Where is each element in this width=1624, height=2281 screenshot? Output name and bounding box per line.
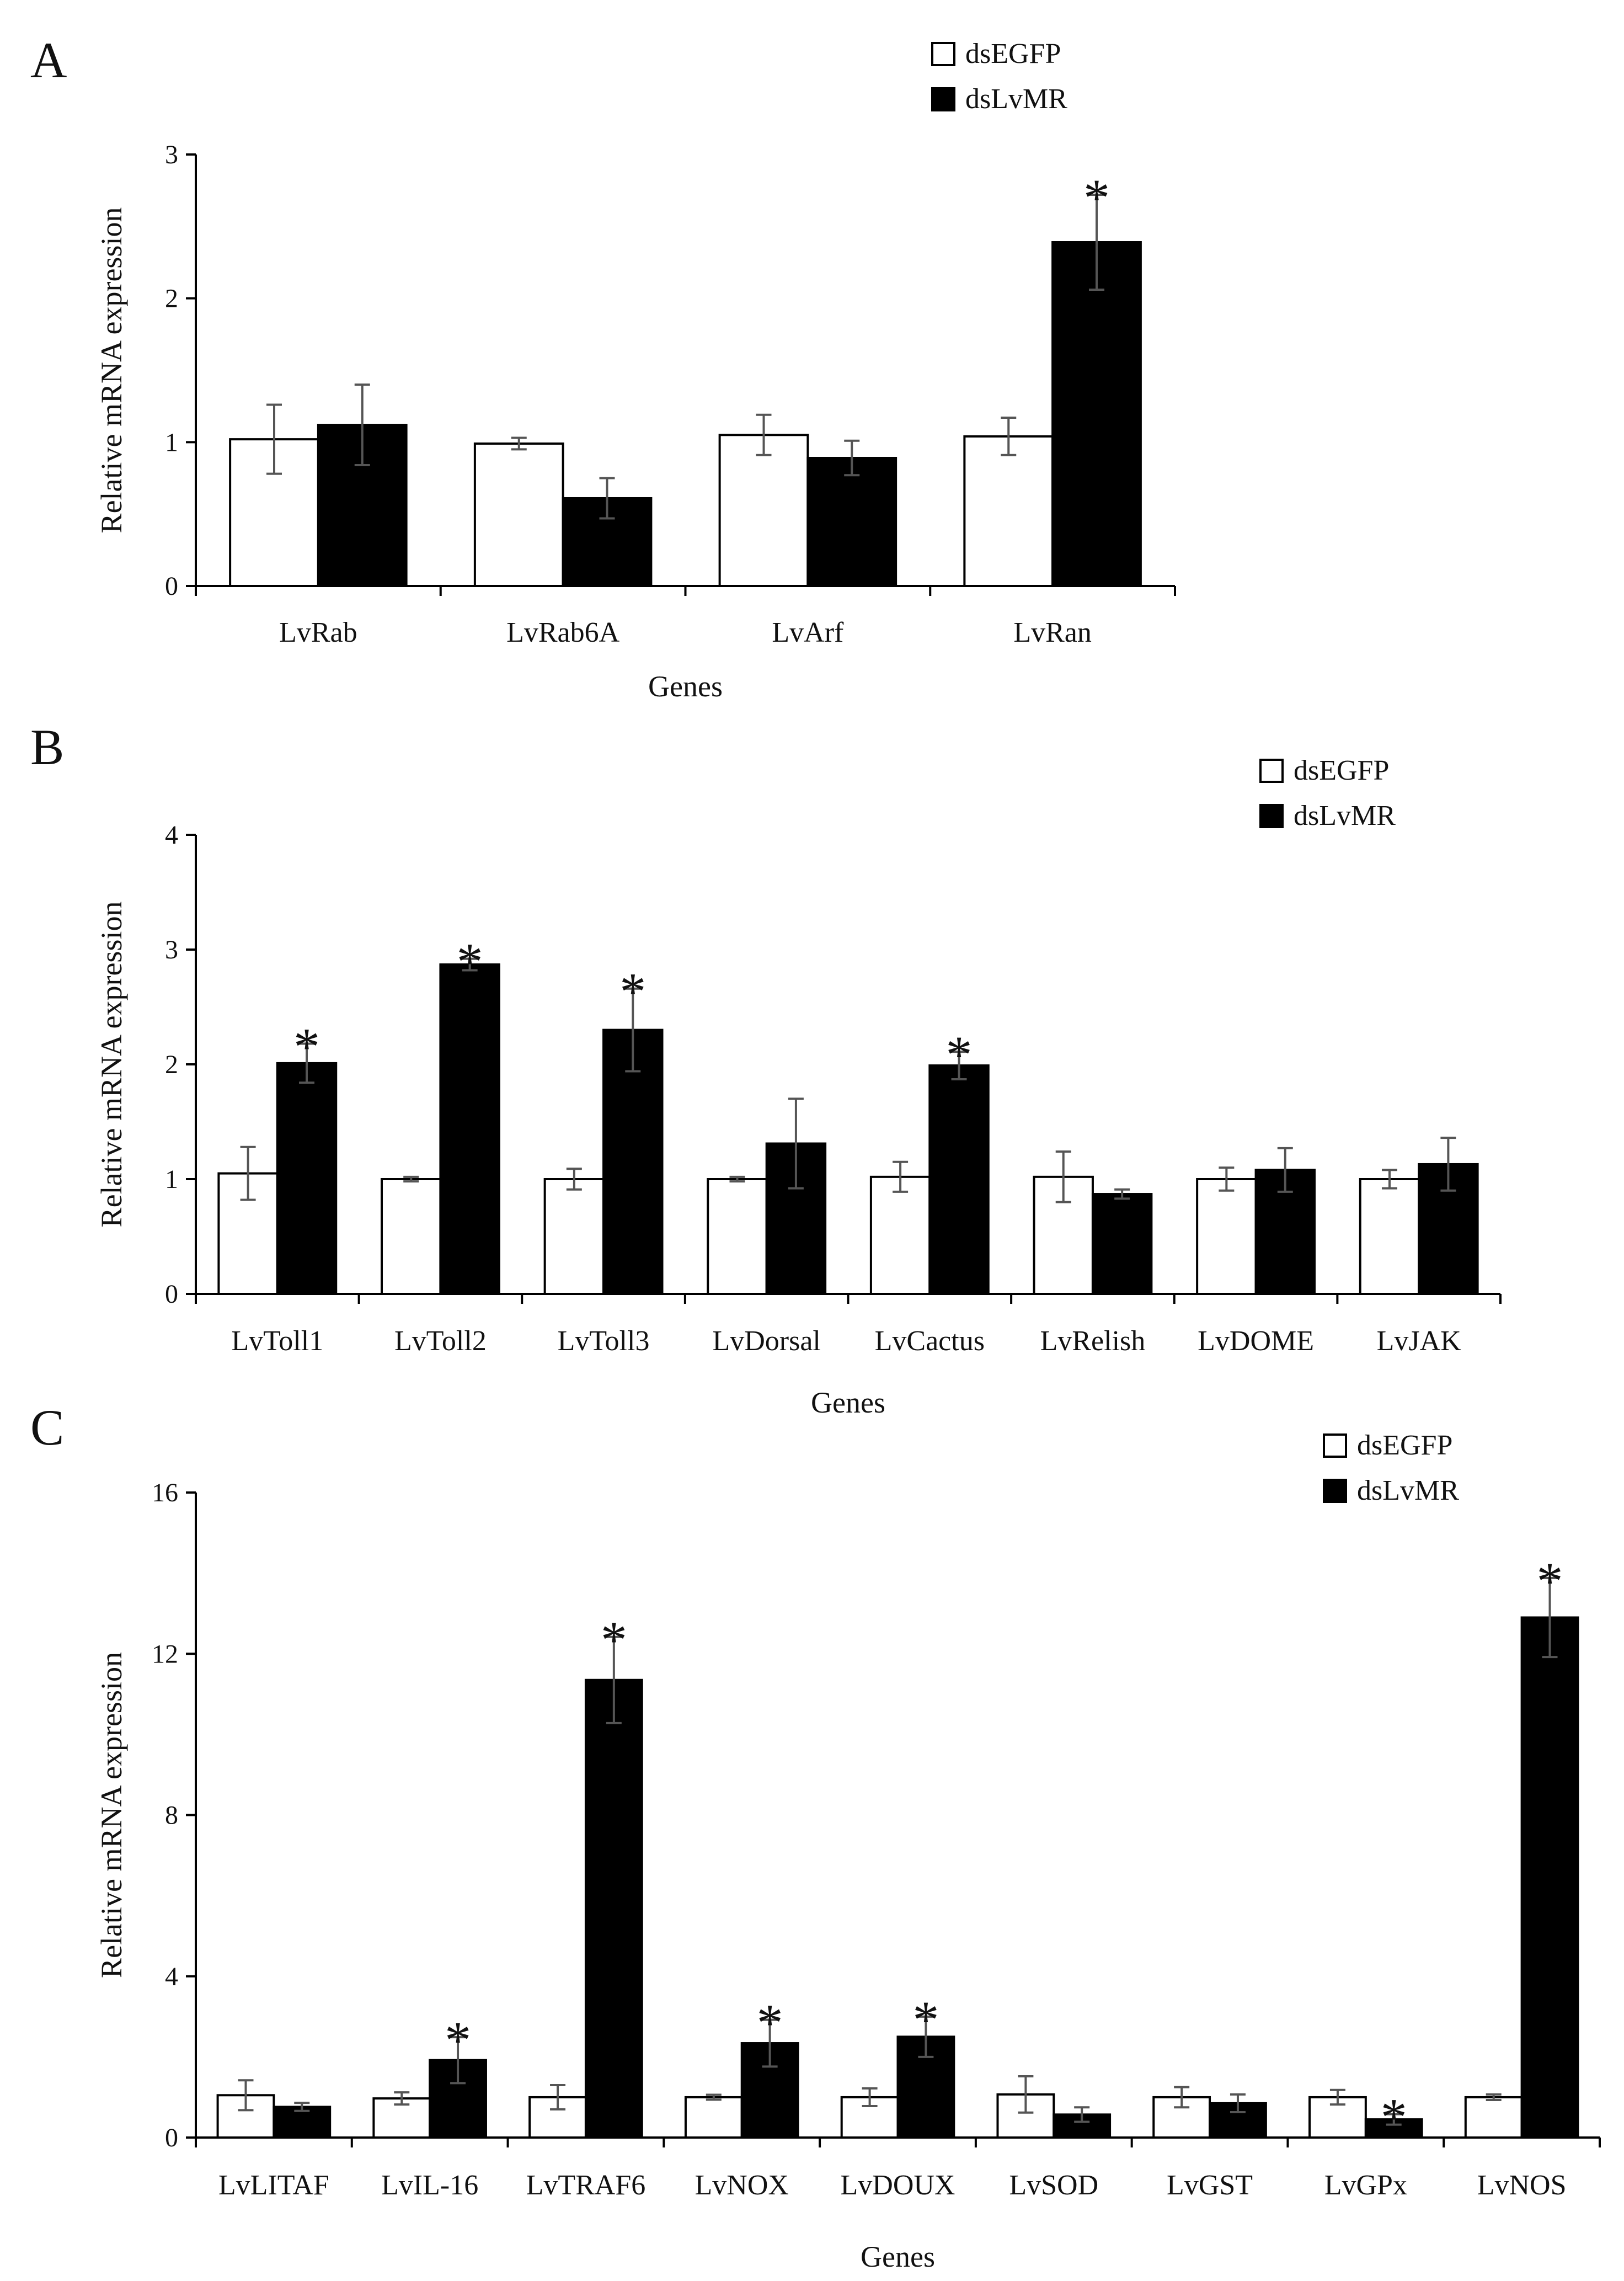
y-tick-label: 0	[165, 572, 178, 601]
legend-swatch-dsegfp	[931, 42, 955, 66]
bar-dsegfp-lvtoll3	[543, 1178, 605, 1295]
y-axis-title: Relative mRNA expression	[95, 1652, 128, 1978]
bar-dsegfp-lvran	[963, 435, 1054, 587]
y-tick-label: 2	[165, 1050, 178, 1079]
x-tick-label: LvLITAF	[218, 2170, 329, 2201]
legend-swatch-dslvmr	[1259, 804, 1284, 828]
bar-dsegfp-lvrab6a	[473, 442, 564, 587]
legend-label-dslvmr: dsLvMR	[1294, 800, 1396, 832]
bar-dsegfp-lvdorsal	[707, 1178, 768, 1295]
legend-swatch-dslvmr	[931, 87, 955, 111]
y-tick-label: 12	[152, 1639, 178, 1669]
significance-star: *	[601, 1611, 627, 1670]
x-tick-label: LvArf	[772, 617, 844, 648]
significance-star: *	[1537, 1552, 1563, 1611]
bar-dslvmr-lvrelish	[1091, 1193, 1153, 1296]
x-tick-label: LvSOD	[1009, 2170, 1098, 2201]
legend-swatch-dsegfp	[1259, 759, 1284, 783]
legend-swatch-dsegfp	[1323, 1433, 1347, 1458]
significance-star: *	[457, 932, 483, 992]
significance-star: *	[293, 1017, 320, 1076]
x-tick-label: LvNOX	[695, 2170, 789, 2201]
bar-dsegfp-lvcactus	[869, 1175, 931, 1296]
y-tick-label: 1	[165, 428, 178, 457]
y-tick-label: 4	[165, 820, 178, 850]
panel-letter: B	[30, 719, 64, 775]
significance-star: *	[1381, 2088, 1407, 2147]
panel-letter: C	[30, 1399, 64, 1456]
y-tick-label: 0	[165, 2123, 178, 2152]
legend-label-dslvmr: dsLvMR	[965, 83, 1067, 115]
x-tick-label: LvTRAF6	[526, 2170, 646, 2201]
bar-dsegfp-lvnox	[684, 2096, 743, 2139]
bar-dsegfp-lvdome	[1196, 1178, 1257, 1295]
y-tick-label: 2	[165, 284, 178, 313]
y-tick-label: 3	[165, 935, 178, 964]
significance-star: *	[1083, 168, 1110, 227]
y-axis-title: Relative mRNA expression	[95, 902, 128, 1228]
bar-dsegfp-lvarf	[718, 434, 809, 587]
bar-dslvmr-lvarf	[806, 457, 898, 587]
x-tick-label: LvRab	[279, 617, 357, 648]
x-tick-label: LvRab6A	[506, 617, 620, 648]
significance-star: *	[445, 2011, 471, 2070]
legend-label-dsegfp: dsEGFP	[1294, 755, 1389, 786]
bar-dslvmr-lvcactus	[928, 1064, 990, 1295]
x-tick-label: LvDOME	[1198, 1325, 1314, 1357]
legend-label-dsegfp: dsEGFP	[965, 38, 1061, 70]
bar-dslvmr-lvtoll3	[602, 1028, 664, 1295]
x-tick-label: LvToll2	[394, 1325, 487, 1357]
bar-dsegfp-lvjak	[1359, 1178, 1420, 1295]
bar-dslvmr-lvlitaf	[273, 2106, 332, 2139]
panel-letter: A	[30, 32, 67, 88]
legend-label-dsegfp: dsEGFP	[1357, 1430, 1452, 1461]
bar-dslvmr-lvran	[1051, 241, 1142, 587]
x-axis-title: Genes	[648, 670, 723, 703]
x-tick-label: LvIL-16	[381, 2170, 478, 2201]
legend-swatch-dslvmr	[1323, 1479, 1347, 1503]
legend: dsEGFP dsLvMR	[1259, 755, 1396, 832]
bar-dslvmr-lvtoll1	[276, 1062, 338, 1296]
x-axis-title: Genes	[811, 1386, 885, 1419]
legend-label-dslvmr: dsLvMR	[1357, 1475, 1459, 1506]
y-tick-label: 8	[165, 1801, 178, 1830]
panel-a: A 0 1 2 3 Relative mRNA expression LvRab LvRab6…	[30, 32, 1176, 703]
x-tick-label: LvToll1	[231, 1325, 323, 1357]
bar-dsegfp-lvtoll2	[381, 1178, 442, 1295]
x-axis-title: Genes	[861, 2240, 935, 2273]
x-tick-label: LvToll3	[558, 1325, 650, 1357]
y-tick-label: 0	[165, 1280, 178, 1309]
x-tick-label: LvNOS	[1477, 2170, 1567, 2201]
significance-star: *	[757, 1994, 783, 2053]
panel-b: B 0 1 2 3 4 Relative mRNA expression * LvToll1 * L…	[30, 719, 1502, 1419]
significance-star: *	[946, 1025, 973, 1084]
bar-dslvmr-lvnos	[1520, 1616, 1579, 2139]
y-axis-title: Relative mRNA expression	[95, 207, 128, 534]
bar-dslvmr-lvtoll2	[439, 963, 500, 1296]
x-tick-label: LvCactus	[875, 1325, 985, 1357]
significance-star: *	[912, 1990, 939, 2049]
legend: dsEGFP dsLvMR	[931, 38, 1067, 115]
legend: dsEGFP dsLvMR	[1323, 1430, 1459, 1506]
panel-c: C 0 4 8 12 16 Relative mRNA expression LvLITAF *…	[30, 1399, 1601, 2273]
x-tick-label: LvGPx	[1324, 2170, 1407, 2201]
x-tick-label: LvRelish	[1040, 1325, 1146, 1357]
x-tick-label: LvRan	[1013, 617, 1092, 648]
x-tick-label: LvGST	[1167, 2170, 1253, 2201]
bar-dslvmr-lvtraf6	[584, 1678, 643, 2139]
y-tick-label: 3	[165, 140, 178, 169]
bar-dsegfp-lvnos	[1464, 2096, 1523, 2139]
x-tick-label: LvJAK	[1377, 1325, 1462, 1357]
y-tick-label: 16	[152, 1478, 178, 1507]
x-tick-label: LvDOUX	[841, 2170, 955, 2201]
y-tick-label: 1	[165, 1165, 178, 1194]
x-tick-label: LvDorsal	[712, 1325, 820, 1357]
significance-star: *	[619, 962, 646, 1021]
y-tick-label: 4	[165, 1962, 178, 1991]
